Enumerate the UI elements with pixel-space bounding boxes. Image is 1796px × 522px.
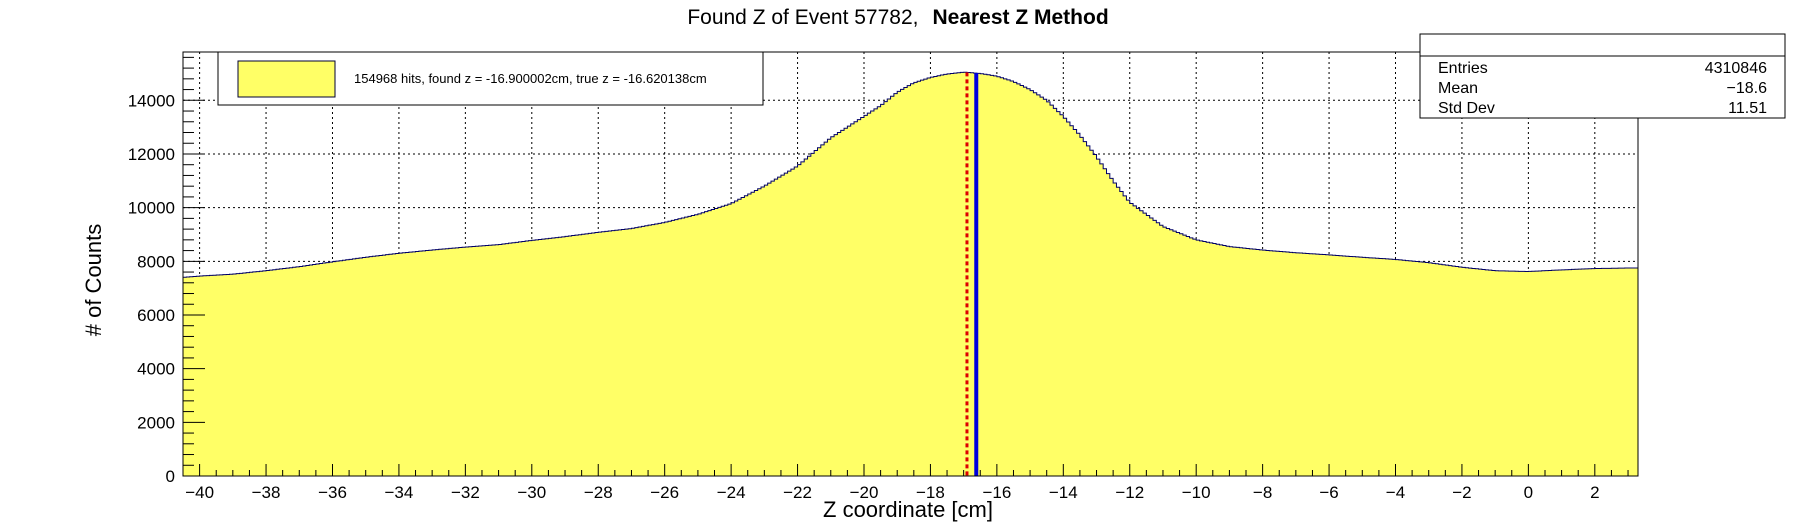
plot-frame (182, 51, 1639, 477)
y-tick-label: 0 (166, 467, 175, 486)
y-axis-ticks: 0 2000 4000 6000 8000 10000 12000 14000 (128, 56, 205, 486)
y-tick-label: 12000 (128, 145, 175, 164)
x-tick-label: −38 (252, 483, 281, 502)
y-axis-title: # of Counts (81, 224, 106, 337)
x-tick-label: −40 (185, 483, 214, 502)
x-tick-label: −24 (717, 483, 746, 502)
legend-label: 154968 hits, found z = -16.900002cm, tru… (354, 71, 707, 86)
x-tick-label: −10 (1182, 483, 1211, 502)
chart-title: Found Z of Event 57782, Nearest Z Method (687, 6, 1108, 29)
x-tick-label: −34 (385, 483, 414, 502)
marker-lines (965, 72, 979, 476)
histogram-fill (183, 71, 1638, 477)
y-tick-label: 8000 (137, 252, 175, 271)
x-tick-label: −2 (1452, 483, 1471, 502)
stats-mean-value: −18.6 (1727, 80, 1768, 97)
stats-stddev-value: 11.51 (1728, 100, 1767, 117)
stats-mean-label: Mean (1438, 80, 1478, 97)
x-tick-label: −4 (1386, 483, 1405, 502)
x-tick-label: 0 (1524, 483, 1533, 502)
x-tick-label: −20 (850, 483, 879, 502)
x-tick-label: −18 (916, 483, 945, 502)
x-tick-label: −28 (584, 483, 613, 502)
x-tick-label: −6 (1319, 483, 1338, 502)
x-tick-label: −30 (517, 483, 546, 502)
x-tick-label: −14 (1049, 483, 1078, 502)
x-tick-label: −8 (1253, 483, 1272, 502)
stats-stddev-label: Std Dev (1438, 100, 1495, 117)
x-axis-title: Z coordinate [cm] (823, 497, 993, 522)
legend-swatch (237, 60, 336, 98)
stats-entries-value: 4310846 (1705, 60, 1767, 77)
y-tick-label: 2000 (137, 413, 175, 432)
y-tick-label: 14000 (128, 91, 175, 110)
y-tick-label: 6000 (137, 306, 175, 325)
legend-box: 154968 hits, found z = -16.900002cm, tru… (217, 51, 764, 106)
x-tick-label: −22 (783, 483, 812, 502)
x-tick-label: −32 (451, 483, 480, 502)
x-tick-label: −36 (318, 483, 347, 502)
histogram-area (183, 72, 1638, 477)
stats-entries-label: Entries (1438, 60, 1488, 77)
x-tick-label: −26 (650, 483, 679, 502)
histogram-outline (183, 71, 1638, 278)
x-axis-ticks: −40 −38 −36 −34 −32 −30 −28 −26 −24 −22 −20 −18 −16−… (182, 464, 1629, 502)
x-tick-label: −12 (1115, 483, 1144, 502)
x-tick-label: 2 (1590, 483, 1599, 502)
stats-box: Entries 4310846 Mean −18.6 Std Dev 11.51 (1419, 33, 1786, 119)
y-tick-label: 4000 (137, 360, 175, 379)
y-tick-label: 10000 (128, 199, 175, 218)
x-tick-label: −16 (982, 483, 1011, 502)
